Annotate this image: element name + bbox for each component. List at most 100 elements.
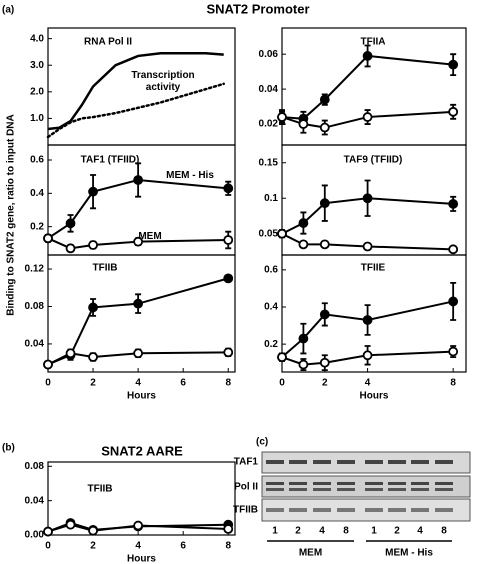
gel-band bbox=[365, 508, 383, 512]
data-point bbox=[319, 198, 330, 209]
data-point bbox=[43, 233, 53, 244]
gel-band bbox=[337, 508, 355, 512]
x-axis-label: Hours bbox=[127, 554, 156, 564]
x-tick-label: 8 bbox=[225, 541, 231, 552]
gel-band bbox=[266, 488, 284, 491]
gel-band bbox=[266, 508, 284, 512]
y-tick-label: 4.0 bbox=[30, 33, 44, 44]
chart-title: TFIIA bbox=[361, 37, 386, 48]
chart-title: TFIIB bbox=[93, 263, 118, 274]
gel-band bbox=[289, 508, 307, 512]
gel-band bbox=[435, 508, 453, 512]
y-tick-label: 2.0 bbox=[30, 86, 44, 97]
data-point bbox=[362, 241, 373, 252]
chart-title: RNA Pol II bbox=[84, 37, 132, 48]
plot-frame bbox=[47, 461, 236, 536]
data-point bbox=[319, 239, 330, 250]
data-point bbox=[298, 333, 309, 344]
x-tick-label: 6 bbox=[180, 378, 186, 389]
subtitle: TFIIB bbox=[88, 484, 113, 495]
gel-band bbox=[337, 488, 355, 491]
data-point bbox=[277, 352, 287, 363]
data-point bbox=[277, 228, 287, 239]
data-point bbox=[133, 236, 144, 247]
data-point bbox=[223, 347, 234, 358]
lane-label: 2 bbox=[394, 526, 400, 537]
y-tick-label: 0.04 bbox=[259, 84, 279, 95]
y-tick-label: 0.6 bbox=[30, 155, 44, 166]
gel-band bbox=[313, 508, 331, 512]
chart-title: TFIIE bbox=[361, 263, 386, 274]
lane-label: 8 bbox=[343, 526, 349, 537]
y-tick-label: 0.05 bbox=[259, 228, 279, 239]
gel-band bbox=[411, 508, 429, 512]
gel-band bbox=[388, 460, 406, 464]
data-point bbox=[223, 183, 234, 194]
x-tick-label: 0 bbox=[45, 378, 51, 389]
y-axis-label: Binding to SNAT2 gene, ratio to input DN… bbox=[6, 114, 17, 315]
data-point bbox=[448, 59, 459, 70]
gel-row-label: TAF1 bbox=[234, 457, 259, 468]
x-tick-label: 4 bbox=[135, 541, 141, 552]
x-tick-label: 4 bbox=[135, 378, 141, 389]
data-point bbox=[223, 273, 234, 284]
series-label: MEM bbox=[138, 231, 161, 242]
gel-band bbox=[365, 488, 383, 491]
panel-label: (c) bbox=[256, 437, 268, 448]
gel-band bbox=[411, 460, 429, 464]
chart-title: TAF1 (TFIID) bbox=[81, 155, 140, 166]
data-point bbox=[362, 112, 373, 122]
data-point bbox=[319, 94, 330, 105]
lane-label: 2 bbox=[295, 526, 301, 537]
data-point bbox=[133, 348, 144, 359]
y-tick-label: 0.02 bbox=[259, 119, 279, 130]
gel-band bbox=[365, 460, 383, 464]
gel-band bbox=[289, 482, 307, 485]
plot-frame bbox=[47, 254, 236, 373]
y-tick-label: 3.0 bbox=[30, 60, 44, 71]
gel-band bbox=[435, 488, 453, 491]
y-tick-label: 0.00 bbox=[25, 530, 45, 541]
chart-title: TAF9 (TFIID) bbox=[344, 155, 403, 166]
data-point bbox=[88, 352, 98, 362]
gel-band bbox=[313, 482, 331, 485]
data-point bbox=[65, 519, 76, 530]
gel-band bbox=[266, 482, 284, 485]
data-point bbox=[65, 348, 76, 359]
plot-frame bbox=[281, 254, 467, 373]
data-point bbox=[223, 524, 234, 534]
lane-label: 1 bbox=[272, 526, 278, 537]
x-tick-label: 0 bbox=[45, 541, 51, 552]
y-tick-label: 0.2 bbox=[264, 339, 278, 350]
data-point bbox=[133, 520, 144, 531]
data-point bbox=[88, 302, 98, 313]
x-axis-label: Hours bbox=[360, 391, 389, 402]
gel-band bbox=[337, 460, 355, 464]
x-tick-label: 8 bbox=[225, 378, 231, 389]
data-point bbox=[362, 350, 373, 361]
gel-band bbox=[289, 488, 307, 491]
data-point bbox=[319, 357, 330, 368]
gel-band bbox=[289, 460, 307, 464]
gel-band bbox=[388, 482, 406, 485]
gel-row-label: Pol II bbox=[234, 482, 258, 493]
x-tick-label: 4 bbox=[365, 378, 371, 389]
group-label: MEM bbox=[299, 548, 322, 559]
series-label-text: Transcription activity bbox=[131, 70, 195, 93]
data-point bbox=[88, 240, 98, 250]
data-point bbox=[362, 51, 373, 61]
data-point bbox=[448, 106, 459, 117]
data-point bbox=[133, 175, 144, 185]
y-tick-label: 0.08 bbox=[25, 301, 45, 312]
x-tick-label: 6 bbox=[180, 541, 186, 552]
lane-label: 1 bbox=[371, 526, 377, 537]
gel-band bbox=[365, 482, 383, 485]
gel-band bbox=[411, 482, 429, 485]
gel-row-label: TFIIB bbox=[233, 505, 258, 516]
lane-label: 4 bbox=[319, 526, 325, 537]
data-point bbox=[448, 244, 459, 255]
group-label: MEM - His bbox=[385, 548, 433, 559]
x-tick-label: 8 bbox=[450, 378, 456, 389]
gel-band bbox=[411, 488, 429, 491]
